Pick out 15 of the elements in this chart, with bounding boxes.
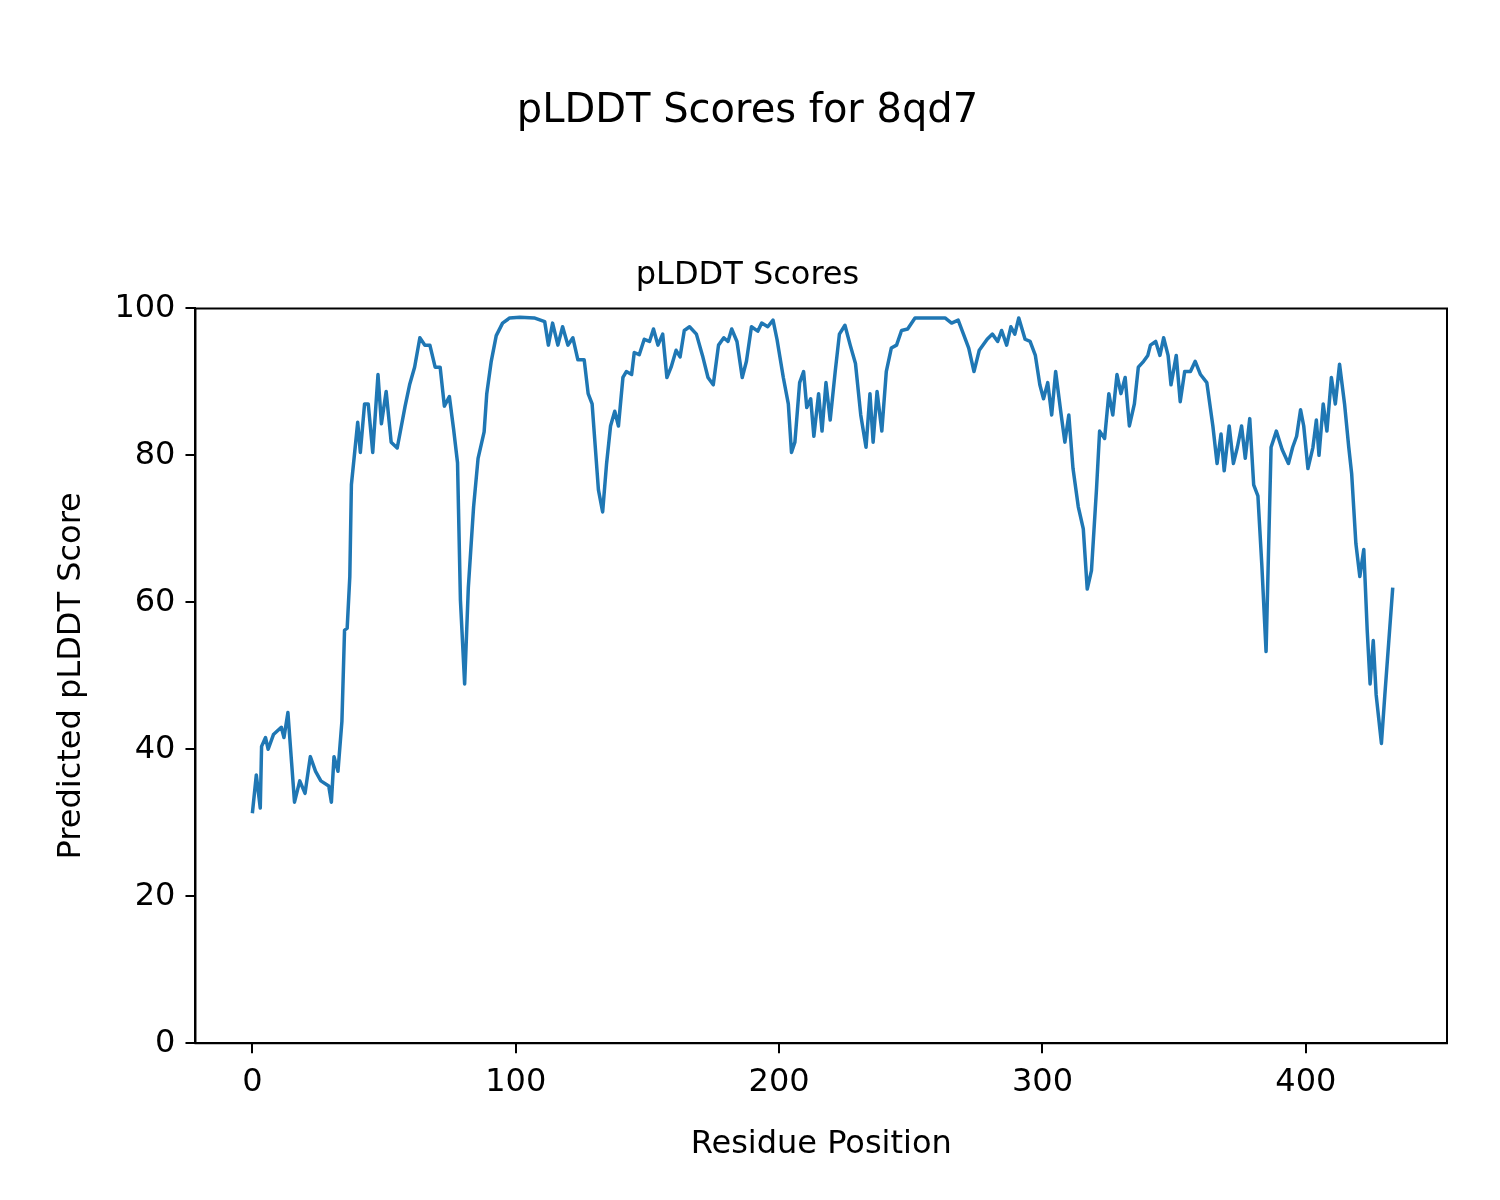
chart-subtitle: pLDDT Scores [635,253,860,292]
y-tick-label: 80 [134,433,176,472]
y-tick-label: 60 [134,580,176,619]
x-tick-label: 200 [748,1060,810,1099]
chart-title: pLDDT Scores for 8qd7 [516,85,979,132]
x-axis-title: Residue Position [690,1123,952,1162]
x-tick-label: 300 [1011,1060,1074,1099]
y-tick-label: 0 [155,1021,176,1060]
x-tick-label: 400 [1275,1060,1337,1099]
y-tick-label: 40 [134,727,176,766]
x-tick-label: 100 [485,1060,547,1099]
y-tick-label: 100 [114,286,176,325]
y-axis-title: Predicted pLDDT Score [49,492,88,860]
y-tick-label: 20 [134,874,176,913]
x-tick-label: 0 [242,1060,263,1099]
